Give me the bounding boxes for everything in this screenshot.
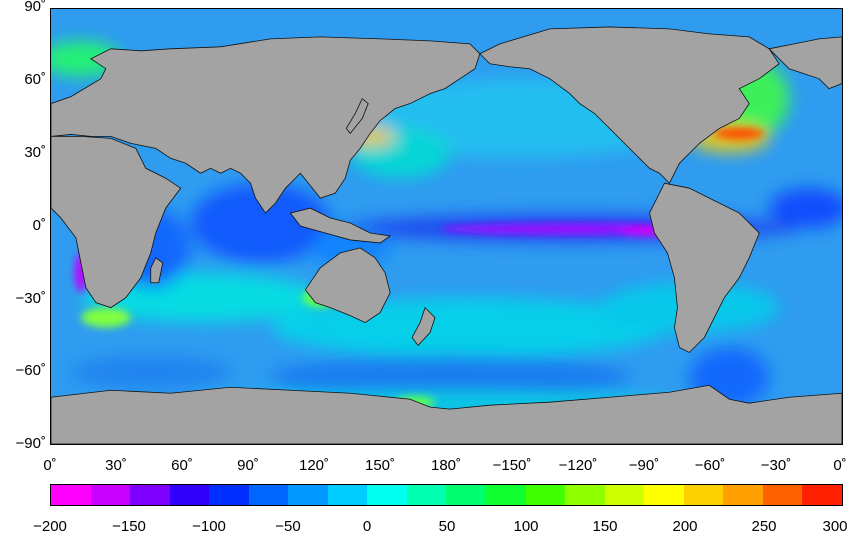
maritime-southeast-asia: [289, 207, 392, 244]
colorbar-segment: [762, 485, 803, 505]
colorbar-segment: [209, 485, 249, 505]
colorbar-segment: [723, 485, 763, 505]
map-canvas: [51, 9, 842, 444]
colorbar: [50, 484, 843, 506]
east-asia-islands: [345, 97, 369, 135]
north-america-east: [768, 36, 842, 90]
colorbar-tick-label: −150: [112, 518, 146, 535]
x-tick-label: 30˚: [105, 457, 127, 474]
colorbar-tick-label: 200: [672, 518, 698, 535]
colorbar-segment: [367, 485, 407, 505]
y-tick-label: −60˚: [15, 362, 46, 379]
colorbar-segment: [406, 485, 447, 505]
x-tick-label: −90˚: [628, 457, 660, 474]
y-tick-label: 30˚: [24, 144, 46, 161]
y-tick-label: 0˚: [32, 217, 46, 234]
y-tick-label: −30˚: [15, 290, 46, 307]
colorbar-segment: [525, 485, 566, 505]
colorbar-tick-label: 250: [751, 518, 777, 535]
colorbar-segment: [802, 485, 842, 505]
colorbar-segment: [604, 485, 645, 505]
colorbar-tick-label: 300: [822, 518, 848, 535]
x-tick-label: 180˚: [430, 457, 462, 474]
colorbar-tick-label: −100: [192, 518, 226, 535]
x-tick-label: 60˚: [171, 457, 193, 474]
madagascar: [150, 257, 164, 284]
x-tick-label: −120˚: [558, 457, 598, 474]
colorbar-tick-label: 0: [362, 518, 372, 535]
antarctica: [51, 384, 842, 444]
colorbar-tick-label: 150: [592, 518, 618, 535]
colorbar-segment: [90, 485, 131, 505]
x-tick-label: −30˚: [760, 457, 792, 474]
colorbar-segment: [169, 485, 210, 505]
new-zealand: [411, 306, 436, 347]
south-america: [649, 182, 760, 353]
colorbar-segment: [248, 485, 289, 505]
colorbar-segment: [683, 485, 724, 505]
africa-south: [51, 136, 182, 309]
x-tick-label: −150˚: [492, 457, 532, 474]
colorbar-segment: [446, 485, 487, 505]
y-tick-label: 60˚: [24, 71, 46, 88]
x-tick-label: 120˚: [298, 457, 330, 474]
world-map: [50, 8, 843, 445]
colorbar-tick-label: 100: [513, 518, 539, 535]
colorbar-segment: [130, 485, 170, 505]
x-tick-label: 150˚: [364, 457, 396, 474]
colorbar-segment: [644, 485, 684, 505]
colorbar-tick-label: 50: [438, 518, 456, 535]
colorbar-segment: [565, 485, 605, 505]
colorbar-segment: [327, 485, 368, 505]
colorbar-tick-label: −50: [275, 518, 301, 535]
greenland-arctic: [479, 26, 780, 184]
x-tick-label: 90˚: [237, 457, 259, 474]
colorbar-segment: [288, 485, 328, 505]
land: [51, 26, 842, 444]
colorbar-tick-label: −200: [33, 518, 67, 535]
x-tick-label: 0˚: [833, 457, 847, 474]
australia: [304, 247, 391, 324]
y-tick-label: −90˚: [15, 435, 46, 452]
x-tick-label: −60˚: [694, 457, 726, 474]
colorbar-segment: [51, 485, 91, 505]
y-tick-label: 90˚: [24, 0, 46, 15]
x-tick-label: 0˚: [43, 457, 57, 474]
colorbar-segment: [486, 485, 526, 505]
eurasia-africa-landmass: [51, 36, 481, 214]
